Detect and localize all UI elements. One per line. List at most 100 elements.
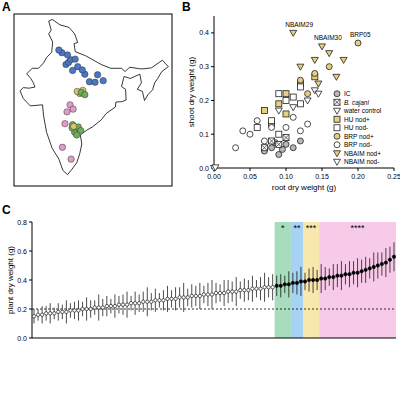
y-tick-label: 0.6	[17, 248, 27, 255]
y-axis-title: shoot dry weight (g)	[187, 57, 196, 128]
marker-shape	[290, 30, 297, 36]
marker-shape	[276, 141, 282, 147]
figure: AB0.000.050.100.150.200.250.00.10.20.30.…	[0, 0, 400, 398]
marker-cross	[276, 141, 282, 147]
marker-shape	[240, 128, 246, 134]
significance-label: **	[293, 223, 301, 233]
marker-shape	[283, 111, 289, 117]
site-point	[56, 47, 62, 53]
marker-shape	[334, 151, 341, 157]
mean-dot	[364, 268, 367, 271]
legend-swatch	[334, 151, 341, 157]
y-tick-label: 0.4	[199, 29, 209, 36]
scatter-point	[319, 44, 326, 50]
mean-dot	[73, 309, 76, 312]
mean-dot	[255, 287, 258, 290]
scatter-point	[283, 91, 289, 97]
mean-dot	[218, 291, 221, 294]
mean-dot	[190, 294, 193, 297]
scatter-point	[212, 165, 219, 171]
marker-shape	[212, 165, 219, 171]
mean-dot	[150, 300, 153, 303]
mean-dot	[388, 258, 391, 261]
mean-dot	[77, 309, 80, 312]
legend-swatch	[334, 108, 341, 114]
significance-label: *	[281, 223, 285, 233]
y-axis-title: plant dry weight (g)	[6, 246, 15, 314]
scatter-point	[290, 30, 297, 36]
mean-dot	[392, 255, 395, 258]
panel-label: C	[2, 203, 11, 217]
scatter-point	[315, 81, 322, 87]
legend-label: water control	[343, 107, 382, 114]
marker-shape	[311, 57, 318, 63]
marker-cross	[261, 145, 267, 151]
site-point	[70, 123, 76, 129]
mean-dot	[170, 297, 173, 300]
marker-shape	[334, 91, 340, 97]
y-tick	[211, 66, 214, 67]
legend-swatch	[334, 159, 341, 165]
mean-dot	[125, 303, 128, 306]
marker-cross	[334, 99, 340, 105]
site-point	[62, 120, 68, 126]
marker-shape	[269, 138, 275, 144]
map-frame	[14, 14, 172, 186]
mean-dot	[133, 302, 136, 305]
mean-dot	[44, 312, 47, 315]
significance-band	[319, 222, 396, 338]
y-tick	[29, 309, 32, 310]
scatter-point	[283, 111, 289, 117]
marker-shape	[297, 128, 303, 134]
scatter-point	[276, 91, 282, 97]
mean-dot	[61, 310, 64, 313]
marker-shape	[290, 114, 296, 120]
scatter-point	[315, 91, 322, 97]
marker-shape	[334, 116, 340, 122]
mean-dot	[247, 288, 250, 291]
mean-dot	[36, 313, 39, 316]
scatter-point	[276, 101, 282, 107]
mean-dot	[328, 275, 331, 278]
mean-dot	[65, 310, 68, 313]
scatter-point	[297, 84, 303, 90]
mean-dot	[239, 288, 242, 291]
significance-band	[291, 222, 303, 338]
scatter-point	[240, 128, 246, 134]
x-tick-label: 0.10	[279, 173, 293, 180]
scatter-point	[254, 118, 260, 124]
marker-shape	[269, 124, 275, 130]
site-point	[69, 67, 75, 73]
site-point	[92, 79, 98, 85]
legend-label: NBAIM nod+	[344, 150, 381, 157]
scatter-point	[290, 145, 296, 151]
site-point	[73, 132, 79, 138]
y-axis-line	[214, 16, 215, 168]
map-layer	[20, 19, 168, 174]
scatter-point	[355, 40, 361, 46]
marker-shape	[312, 70, 318, 76]
scatter-point	[311, 57, 318, 63]
significance-band	[303, 222, 319, 338]
scatter-points	[211, 30, 362, 171]
mean-dot	[121, 303, 124, 306]
marker-shape	[261, 138, 267, 144]
legend-swatch	[334, 99, 340, 105]
scatter-point	[297, 138, 303, 144]
mean-dot	[259, 287, 262, 290]
mean-dot	[53, 312, 56, 315]
scatter-point	[304, 98, 311, 104]
marker-shape	[297, 84, 303, 90]
y-tick-label: 0.4	[17, 277, 27, 284]
marker-shape	[334, 159, 341, 165]
marker-shape	[315, 91, 322, 97]
scatter-point	[276, 141, 282, 147]
x-tick	[358, 168, 359, 171]
mean-dot	[231, 290, 234, 293]
mean-dot	[32, 315, 35, 318]
x-tick-label: 0.00	[207, 173, 221, 180]
marker-shape	[334, 133, 340, 139]
scatter-point	[297, 128, 303, 134]
scatter-point	[261, 145, 267, 151]
mean-dot	[332, 275, 335, 278]
